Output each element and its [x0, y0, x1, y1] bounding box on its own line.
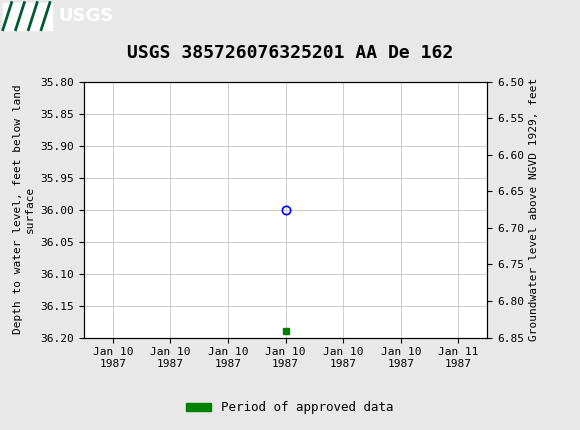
Legend: Period of approved data: Period of approved data	[181, 396, 399, 419]
Y-axis label: Depth to water level, feet below land
surface: Depth to water level, feet below land su…	[13, 85, 35, 335]
Text: USGS: USGS	[58, 7, 113, 25]
Y-axis label: Groundwater level above NGVD 1929, feet: Groundwater level above NGVD 1929, feet	[530, 78, 539, 341]
FancyBboxPatch shape	[3, 3, 52, 30]
Text: USGS 385726076325201 AA De 162: USGS 385726076325201 AA De 162	[127, 44, 453, 62]
